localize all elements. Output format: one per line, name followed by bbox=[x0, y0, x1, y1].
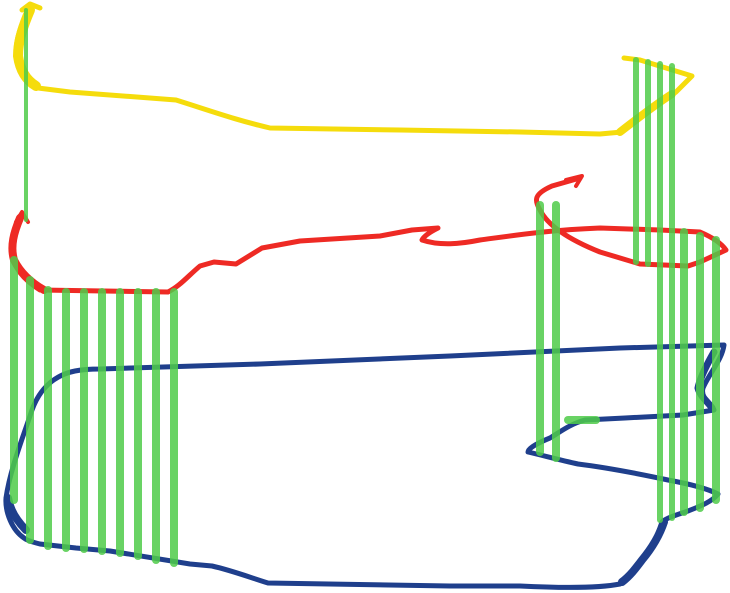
middle-route bbox=[9, 175, 729, 295]
ground-route bbox=[3, 342, 727, 590]
ground-route-thick-left bbox=[4, 494, 30, 534]
upper-route bbox=[13, 5, 695, 137]
upper-route-arrow-left bbox=[19, 1, 43, 13]
ground-route-thick-right bbox=[618, 518, 668, 586]
middle-route-arrow-right bbox=[564, 174, 584, 188]
support-posts bbox=[10, 8, 720, 567]
